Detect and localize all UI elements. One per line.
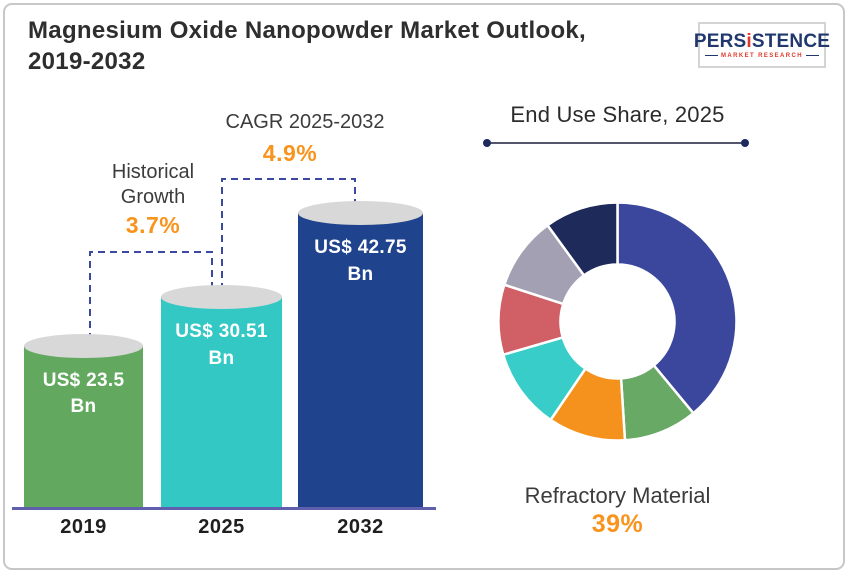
x-tick-2025: 2025 bbox=[198, 516, 245, 538]
donut-title-underline bbox=[489, 142, 743, 144]
donut-segment-refractory-material bbox=[616, 201, 738, 415]
donut-chart bbox=[497, 201, 738, 442]
bar-2032-value-label: US$ 42.75 Bn bbox=[314, 237, 407, 285]
persistence-logo: PERSiSTENCE MARKET RESEARCH bbox=[694, 22, 830, 68]
logo-brand-text: PERSiSTENCE bbox=[694, 32, 830, 51]
bar-2032-cylinder-top bbox=[298, 201, 423, 226]
cagr-value: 4.9% bbox=[262, 140, 318, 166]
page-title: Magnesium Oxide Nanopowder Market Outloo… bbox=[28, 17, 587, 75]
underline-dot-left bbox=[483, 139, 491, 147]
x-axis-line bbox=[12, 507, 436, 510]
logo-brand-post: STENCE bbox=[751, 30, 831, 52]
bar-2019-value-label: US$ 23.5 Bn bbox=[42, 369, 125, 418]
bar-2025: US$ 30.51 Bn bbox=[161, 285, 282, 508]
logo-rule-left bbox=[704, 55, 718, 56]
donut-callout-value: 39% bbox=[591, 510, 644, 538]
donut-callout-label: Refractory Material bbox=[524, 483, 711, 508]
historical-growth-label: Historical Growth bbox=[111, 161, 195, 208]
historical-growth-value: 3.7% bbox=[125, 212, 181, 238]
bar-2032: US$ 42.75 Bn bbox=[298, 201, 423, 508]
donut-segment-6 bbox=[545, 201, 619, 278]
bar-chart: Historical Growth 3.7% CAGR 2025-2032 4.… bbox=[12, 111, 436, 538]
bar-2019: US$ 23.5 Bn bbox=[24, 333, 143, 508]
logo-tagline-row: MARKET RESEARCH bbox=[704, 52, 819, 59]
bar-2019-cylinder-top bbox=[24, 333, 143, 358]
logo-rule-right bbox=[806, 55, 819, 56]
donut-title: End Use Share, 2025 bbox=[510, 102, 725, 127]
x-tick-2019: 2019 bbox=[60, 516, 107, 538]
logo-tagline: MARKET RESEARCH bbox=[720, 52, 803, 59]
bar-2025-value-label: US$ 30.51 Bn bbox=[175, 321, 268, 370]
cagr-label: CAGR 2025-2032 bbox=[225, 111, 385, 133]
x-tick-2032: 2032 bbox=[337, 516, 384, 538]
bar-2025-cylinder-top bbox=[161, 285, 282, 310]
underline-dot-right bbox=[741, 139, 749, 147]
logo-brand-pre: PERS bbox=[693, 30, 747, 52]
logo-brand-i: i bbox=[746, 30, 752, 52]
